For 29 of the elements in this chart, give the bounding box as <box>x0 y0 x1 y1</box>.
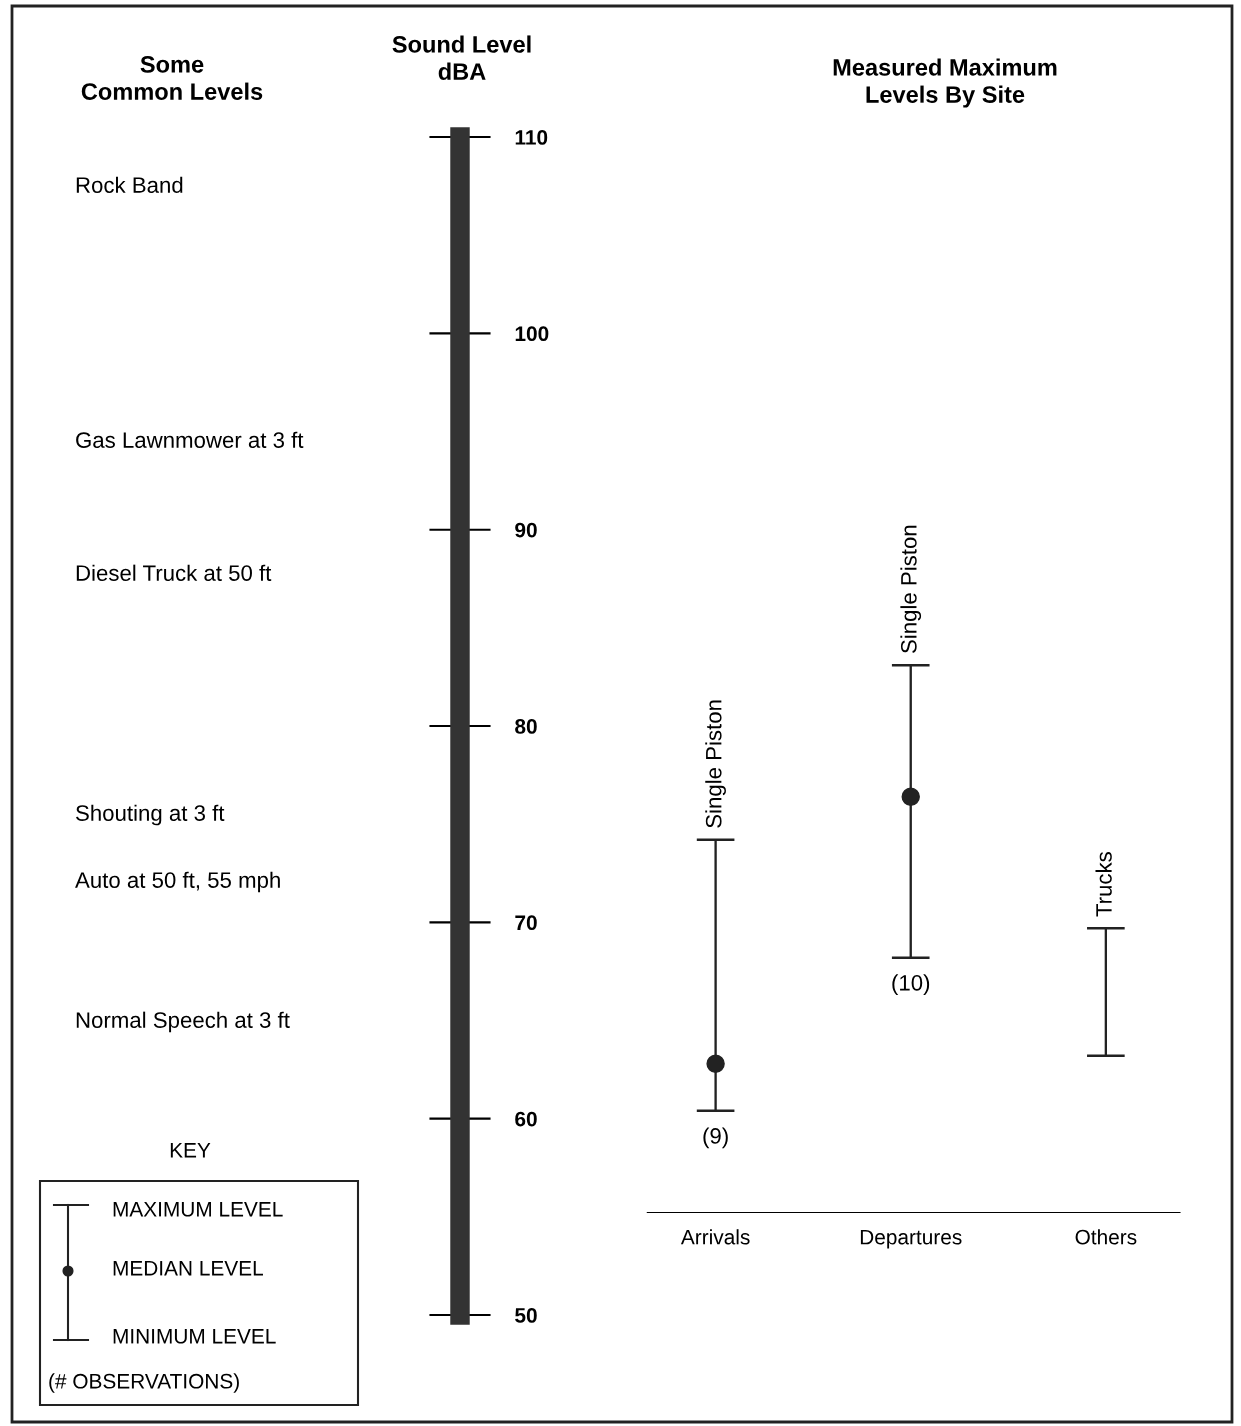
text: Gas Lawnmower at 3 ft <box>76 431 304 448</box>
annotation: Single Piston <box>900 525 922 654</box>
y-tick-label: 70 <box>515 915 537 931</box>
y-tick-label: 60 <box>515 1111 537 1127</box>
annotation: Single Piston <box>705 700 726 828</box>
text: Auto at 50 ft, 55 mph <box>75 871 280 893</box>
y-tick-label: 50 <box>515 1308 537 1323</box>
text: Some Common Levels <box>81 56 263 100</box>
y-tick-label: 90 <box>515 522 537 538</box>
text: MAXIMUM LEVEL <box>113 1202 283 1217</box>
text: MINIMUM LEVEL <box>113 1329 276 1344</box>
annotation: (9) <box>703 1127 728 1149</box>
text: Shouting at 3 ft <box>76 804 225 826</box>
annotation: (10) <box>892 974 930 996</box>
text: Normal Speech at 3 ft <box>76 1011 290 1033</box>
text: (# OBSERVATIONS) <box>49 1373 239 1393</box>
x-tick-label: Departures <box>860 1229 962 1249</box>
chart-title: Measured Maximum Levels By Site <box>833 58 1057 108</box>
y-tick-label: 100 <box>515 326 549 342</box>
x-tick-label: Arrivals <box>680 1229 750 1245</box>
y-tick-label: 110 <box>515 130 548 145</box>
text: Rock Band <box>76 176 183 193</box>
text: Diesel Truck at 50 ft <box>76 564 272 581</box>
text: KEY <box>170 1143 211 1158</box>
y-axis-title: Sound Level dBA <box>392 35 531 80</box>
x-tick-label: Others <box>1075 1229 1137 1245</box>
annotation: Trucks <box>1095 852 1112 917</box>
text: MEDIAN LEVEL <box>113 1261 263 1276</box>
y-tick-label: 80 <box>515 719 537 734</box>
